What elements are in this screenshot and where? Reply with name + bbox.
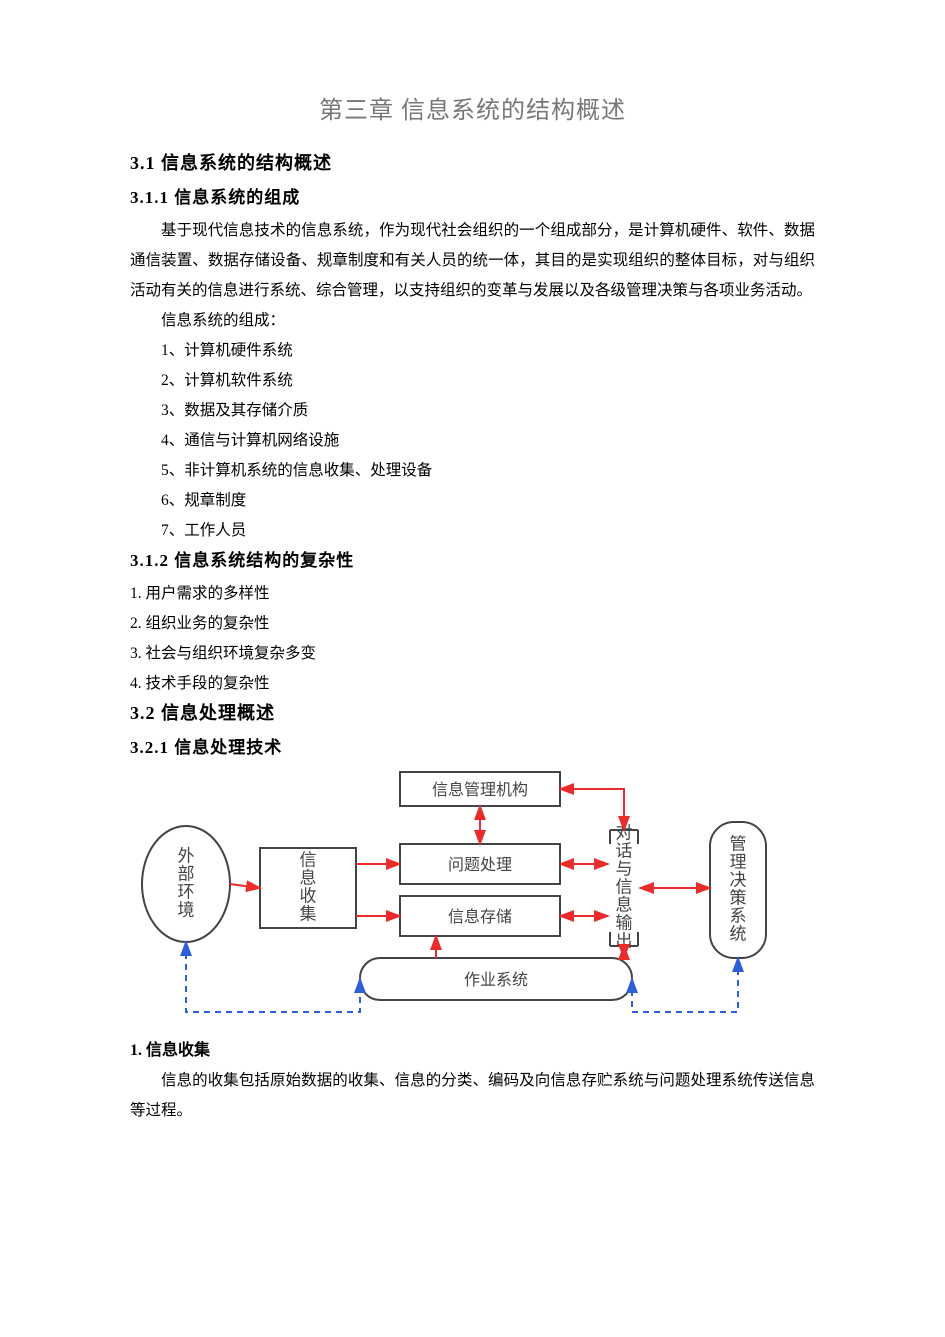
list-item: 2、计算机软件系统: [161, 366, 815, 396]
section-3-1-heading: 3.1 信息系统的结构概述: [130, 149, 815, 175]
svg-text:信: 信: [616, 878, 633, 897]
section-3-2-1-heading: 3.2.1 信息处理技术: [130, 733, 815, 758]
list-item: 5、非计算机系统的信息收集、处理设备: [161, 456, 815, 486]
section-3-1-1-paragraph: 基于现代信息技术的信息系统，作为现代社会组织的一个组成部分，是计算机硬件、软件、…: [130, 216, 815, 306]
section-3-1-1-list: 1、计算机硬件系统 2、计算机软件系统 3、数据及其存储介质 4、通信与计算机网…: [130, 336, 815, 546]
section-3-1-2-heading: 3.1.2 信息系统结构的复杂性: [130, 546, 815, 571]
list-item: 3、数据及其存储介质: [161, 396, 815, 426]
chapter-title: 第三章 信息系统的结构概述: [130, 90, 815, 125]
svg-text:集: 集: [300, 905, 317, 924]
section-3-1-2-list: 1. 用户需求的多样性 2. 组织业务的复杂性 3. 社会与组织环境复杂多变 4…: [130, 579, 815, 699]
subsection-1-heading: 1. 信息收集: [130, 1036, 815, 1060]
section-3-2-heading: 3.2 信息处理概述: [130, 699, 815, 725]
svg-text:话: 话: [616, 842, 633, 861]
list-item: 2. 组织业务的复杂性: [130, 609, 815, 639]
svg-text:系: 系: [730, 907, 747, 926]
svg-text:息: 息: [616, 896, 633, 915]
svg-text:与: 与: [616, 860, 633, 879]
list-item: 3. 社会与组织环境复杂多变: [130, 639, 815, 669]
svg-text:息: 息: [300, 869, 317, 888]
svg-text:管: 管: [730, 835, 747, 854]
info-processing-diagram: 信息管理机构外部环境信息收集问题处理信息存储对话与信息输出管理决策系统作业系统: [130, 766, 815, 1026]
list-item: 7、工作人员: [161, 516, 815, 546]
svg-text:输: 输: [616, 914, 633, 933]
svg-text:策: 策: [730, 889, 747, 908]
svg-text:信息存储: 信息存储: [448, 908, 512, 926]
svg-text:问题处理: 问题处理: [448, 856, 512, 874]
flowchart-svg: 信息管理机构外部环境信息收集问题处理信息存储对话与信息输出管理决策系统作业系统: [130, 766, 830, 1026]
svg-text:理: 理: [730, 853, 747, 872]
list-item: 4. 技术手段的复杂性: [130, 669, 815, 699]
subsection-1-paragraph: 信息的收集包括原始数据的收集、信息的分类、编码及向信息存贮系统与问题处理系统传送…: [130, 1066, 815, 1126]
list-item: 1、计算机硬件系统: [161, 336, 815, 366]
svg-text:决: 决: [730, 871, 747, 890]
list-item: 1. 用户需求的多样性: [130, 579, 815, 609]
svg-text:境: 境: [178, 901, 195, 920]
svg-text:信息管理机构: 信息管理机构: [432, 781, 528, 799]
svg-text:外: 外: [178, 847, 195, 866]
svg-text:统: 统: [730, 925, 747, 944]
section-3-1-1-heading: 3.1.1 信息系统的组成: [130, 183, 815, 208]
svg-text:部: 部: [178, 865, 195, 884]
svg-text:环: 环: [178, 883, 195, 902]
list-item: 6、规章制度: [161, 486, 815, 516]
svg-text:作业系统: 作业系统: [464, 971, 528, 989]
list-item: 4、通信与计算机网络设施: [161, 426, 815, 456]
section-3-1-1-intro: 信息系统的组成：: [130, 306, 815, 336]
svg-text:收: 收: [300, 887, 317, 906]
svg-text:信: 信: [300, 851, 317, 870]
